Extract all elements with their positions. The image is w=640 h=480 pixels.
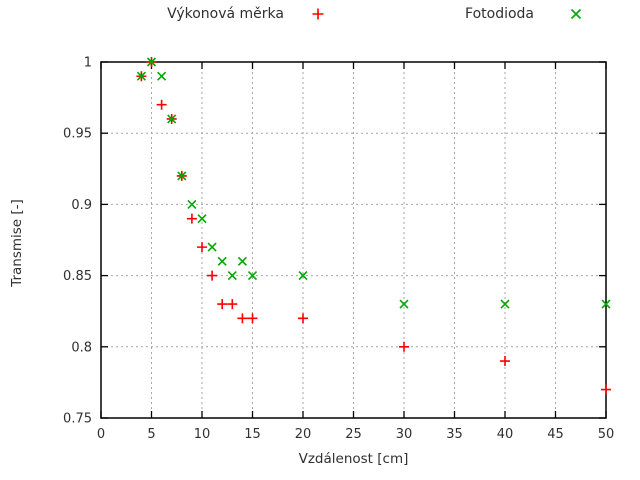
x-tick-label: 0 [97, 427, 105, 442]
x-tick-label: 50 [598, 427, 615, 442]
plus-marker-icon [247, 313, 258, 324]
plot-border [100, 61, 607, 419]
cross-marker-icon [601, 299, 611, 309]
plus-marker-icon [500, 356, 510, 367]
x-tick-label: 35 [446, 427, 463, 442]
cross-marker-icon [247, 271, 258, 281]
plus-marker-icon [399, 341, 409, 352]
cross-marker-icon [500, 299, 510, 309]
plus-marker-icon [186, 213, 197, 224]
plus-marker-icon [601, 384, 611, 395]
y-axis-title: Transmise [-] [9, 199, 25, 287]
cross-marker-icon [237, 256, 247, 266]
plus-marker-icon [227, 299, 238, 310]
x-tick-label: 40 [497, 427, 514, 442]
cross-marker-icon [177, 171, 187, 181]
y-tick-label: 1 [84, 56, 92, 71]
plus-marker-icon [207, 270, 218, 281]
cross-marker-icon [217, 256, 227, 266]
x-tick-label: 15 [244, 427, 261, 442]
cross-marker-icon [570, 8, 582, 20]
y-tick-label: 0.8 [71, 340, 92, 355]
x-tick-label: 30 [396, 427, 413, 442]
cross-marker-icon [197, 214, 207, 224]
cross-marker-icon [187, 199, 197, 209]
x-tick-label: 10 [194, 427, 211, 442]
legend-label-series2: Fotodioda [465, 6, 534, 22]
plus-marker-icon [217, 299, 228, 310]
plus-marker-icon [237, 313, 248, 324]
x-axis-title: Vzdálenost [cm] [298, 451, 409, 467]
plus-marker-icon [312, 8, 324, 20]
x-tick-label: 25 [345, 427, 362, 442]
cross-marker-icon [146, 57, 157, 67]
plus-marker-icon [298, 313, 308, 324]
y-tick-label: 0.95 [63, 127, 92, 142]
cross-marker-icon [227, 271, 237, 281]
cross-marker-icon [136, 71, 146, 81]
x-tick-label: 45 [547, 427, 564, 442]
x-tick-label: 5 [147, 427, 155, 442]
cross-marker-icon [157, 71, 167, 81]
cross-marker-icon [399, 299, 409, 309]
plus-marker-icon [156, 99, 167, 110]
cross-marker-icon [298, 271, 308, 281]
y-tick-label: 0.75 [63, 412, 92, 427]
y-tick-label: 0.9 [71, 198, 92, 213]
legend-label-series1: Výkonová měrka [167, 6, 284, 22]
cross-marker-icon [167, 114, 177, 124]
x-tick-label: 20 [295, 427, 312, 442]
cross-marker-icon [207, 242, 217, 252]
y-tick-label: 0.85 [63, 269, 92, 284]
plus-marker-icon [197, 242, 207, 253]
